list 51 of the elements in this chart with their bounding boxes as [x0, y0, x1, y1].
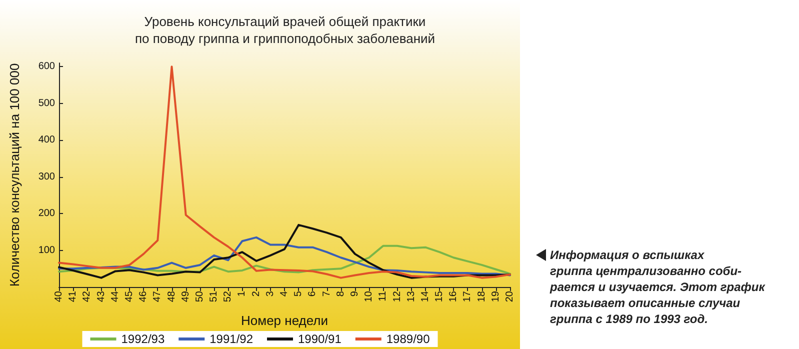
- x-tick-label: 1: [236, 290, 248, 297]
- line-series: [58, 224, 511, 279]
- x-tick-label: 7: [321, 290, 332, 297]
- legend-label: 1991/92: [210, 332, 254, 346]
- x-tick-label: 43: [96, 290, 107, 302]
- legend-label: 1992/93: [121, 332, 165, 346]
- x-tick-label: 15: [434, 290, 446, 302]
- x-tick-label: 4: [279, 290, 290, 297]
- line-series: [58, 66, 511, 279]
- x-tick-label: 44: [110, 290, 121, 302]
- y-tick-label: 100: [38, 244, 56, 256]
- y-tick-label: 500: [38, 98, 56, 109]
- x-tick-label: 45: [124, 290, 135, 302]
- y-axis-title: Количество консультаций на 100 000: [7, 63, 22, 287]
- line-series: [58, 244, 511, 275]
- x-tick-label: 46: [138, 290, 150, 302]
- y-tick-label: 200: [38, 208, 56, 220]
- x-tick-label: 19: [490, 290, 502, 302]
- y-tick-label: 400: [38, 134, 56, 146]
- legend-label: 1990/91: [298, 332, 342, 346]
- y-tick-label: 600: [38, 61, 56, 72]
- x-tick-label: 11: [378, 290, 389, 302]
- x-tick-label: 51: [208, 290, 220, 302]
- x-tick-label: 40: [54, 290, 64, 302]
- x-tick-label: 16: [448, 290, 460, 302]
- x-tick-label: 6: [307, 290, 318, 297]
- x-tick-label: 3: [264, 290, 276, 297]
- x-axis-title: Номер недели: [241, 313, 328, 328]
- x-tick-label: 47: [152, 290, 164, 302]
- x-tick-label: 12: [392, 290, 403, 302]
- x-tick-label: 42: [82, 290, 93, 302]
- x-tick-label: 50: [194, 290, 206, 302]
- x-tick-label: 9: [349, 290, 360, 297]
- x-tick-label: 18: [476, 290, 488, 302]
- x-tick-label: 5: [293, 290, 304, 297]
- x-tick-label: 41: [68, 290, 79, 302]
- x-tick-label: 20: [504, 290, 516, 302]
- x-tick-label: 49: [180, 290, 192, 302]
- chart-title: Уровень консультаций врачей общей практики по поводу гриппа и гриппоподобных заболеваний: [134, 14, 436, 46]
- x-tick-label: 52: [222, 290, 234, 302]
- x-tick-label: 2: [250, 290, 262, 297]
- x-tick-label: 17: [462, 290, 474, 302]
- x-tick-label: 14: [420, 290, 431, 302]
- text: Информация о вспышках гриппа централизованно соби- рается и изучается. Этот график показывает описанные случаи гриппа с 1989 по 1993 год.: [550, 247, 765, 327]
- x-tick-label: 13: [406, 290, 417, 302]
- x-tick-label: 48: [166, 290, 178, 302]
- y-tick-label: 300: [38, 171, 56, 182]
- x-tick-label: 8: [335, 290, 346, 297]
- legend-label: 1989/90: [386, 332, 430, 346]
- x-tick-label: 10: [364, 290, 375, 302]
- line-series: [58, 236, 511, 276]
